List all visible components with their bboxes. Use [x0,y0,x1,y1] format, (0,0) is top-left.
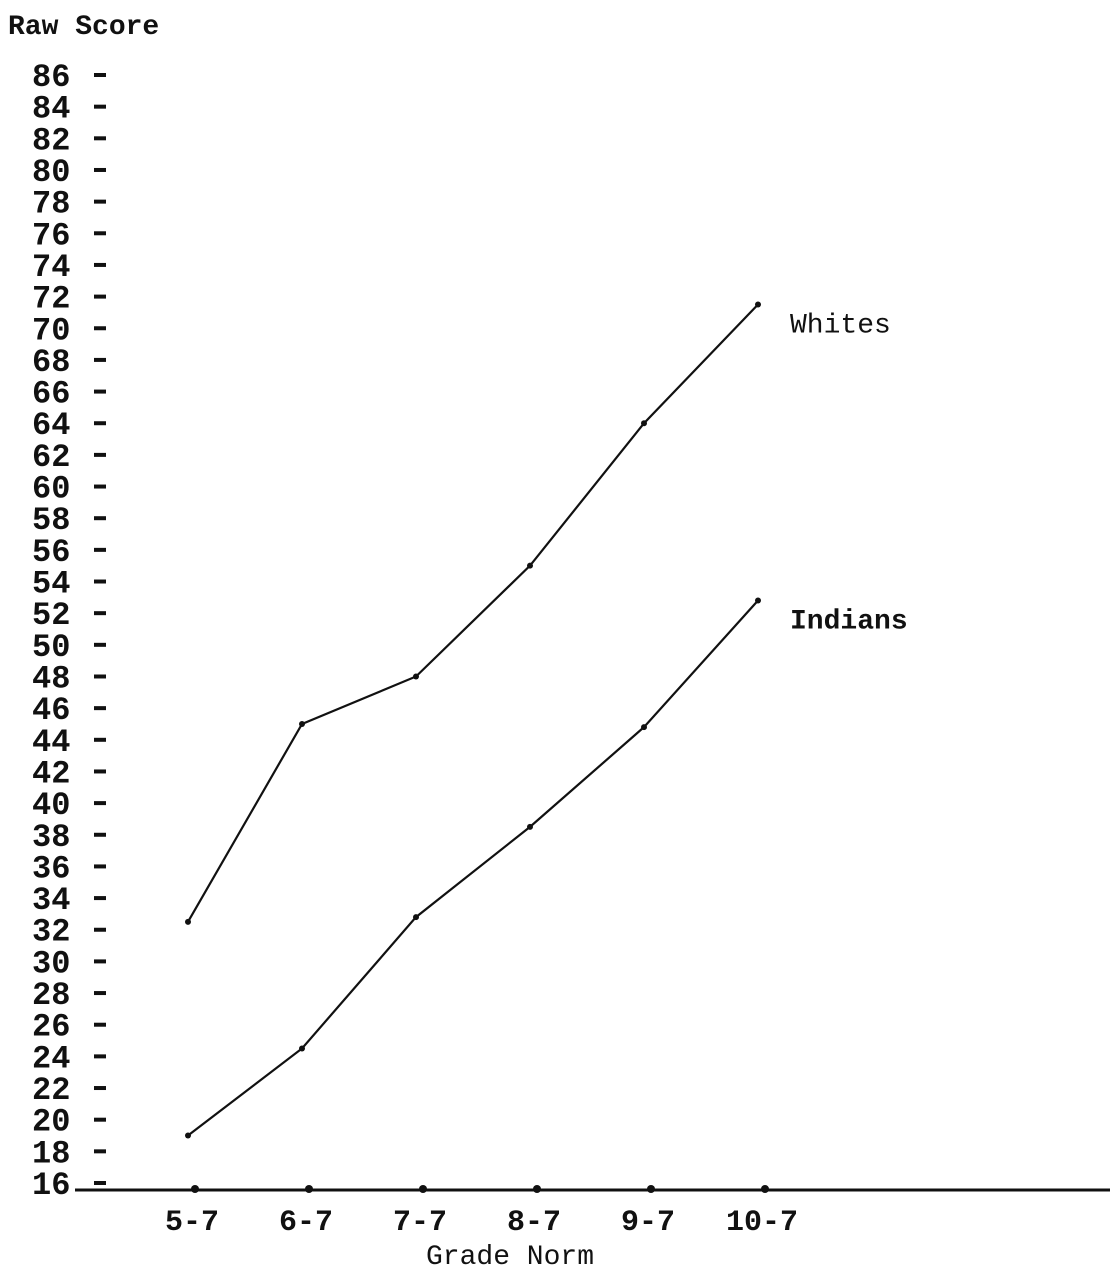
y-tick-label: 76 [32,217,70,254]
y-tick-label: 84 [32,91,70,128]
y-tick-label: 40 [32,787,70,824]
data-point [755,597,761,604]
x-tick-dot [419,1185,427,1193]
y-tick-label: 78 [32,186,70,223]
data-point [413,914,419,921]
series-line-whites [187,303,759,923]
x-tick-dot [761,1185,769,1193]
y-axis-title: Raw Score [8,12,159,43]
y-tick-label: 58 [32,502,70,539]
x-tick-dot [191,1185,199,1193]
y-tick-label: 50 [32,629,70,666]
data-point [185,918,191,925]
data-point [527,823,533,830]
x-tick-label: 10-7 [726,1206,798,1240]
y-tick-label: 74 [32,249,70,286]
data-point [641,420,647,427]
y-tick-label: 32 [32,914,70,951]
series-label-whites: Whites [790,311,891,342]
x-tick-label: 8-7 [507,1206,561,1240]
series-label-indians: Indians [790,607,908,638]
y-tick-label: 72 [32,281,70,318]
series-group: Whites Indians [185,301,908,1139]
y-tick-label: 64 [32,407,70,444]
x-tick-label: 9-7 [621,1206,675,1240]
y-tick-label: 38 [32,819,70,856]
data-point [641,724,647,731]
y-tick-label: 86 [32,59,70,96]
x-axis-ticks: 5-7 6-7 7-7 8-7 9-7 10-7 [165,1185,798,1240]
x-tick-dot [647,1185,655,1193]
x-tick-label: 6-7 [279,1206,333,1240]
y-tick-label: 22 [32,1072,70,1109]
x-axis-title: Grade Norm [426,1242,594,1273]
x-tick-dot [305,1185,313,1193]
y-tick-label: 28 [32,977,70,1014]
y-tick-label: 36 [32,850,70,887]
y-tick-label: 68 [32,344,70,381]
data-point [413,673,419,680]
x-tick-label: 7-7 [393,1206,447,1240]
y-tick-label: 80 [32,154,70,191]
y-tick-label: 44 [32,724,70,761]
data-point [299,720,305,727]
y-tick-label: 24 [32,1040,70,1077]
y-tick-label: 16 [32,1167,70,1204]
y-tick-label: 18 [32,1135,70,1172]
data-point [755,301,761,308]
y-tick-label: 82 [32,122,70,159]
data-point [527,562,533,569]
y-tick-label: 54 [32,566,70,603]
series-line-indians [187,599,759,1137]
y-tick-label: 66 [32,376,70,413]
data-point [299,1045,305,1052]
y-tick-label: 26 [32,1009,70,1046]
y-tick-label: 46 [32,692,70,729]
y-tick-label: 30 [32,945,70,982]
y-tick-label: 34 [32,882,70,919]
y-tick-label: 42 [32,755,70,792]
y-tick-label: 60 [32,471,70,508]
x-tick-label: 5-7 [165,1206,219,1240]
y-tick-label: 52 [32,597,70,634]
y-tick-label: 20 [32,1104,70,1141]
y-axis-ticks: 8684828078767472706866646260585654525048… [32,59,106,1204]
y-tick-label: 62 [32,439,70,476]
data-point [185,1132,191,1139]
y-tick-label: 48 [32,660,70,697]
y-tick-label: 56 [32,534,70,571]
y-tick-label: 70 [32,312,70,349]
x-tick-dot [533,1185,541,1193]
